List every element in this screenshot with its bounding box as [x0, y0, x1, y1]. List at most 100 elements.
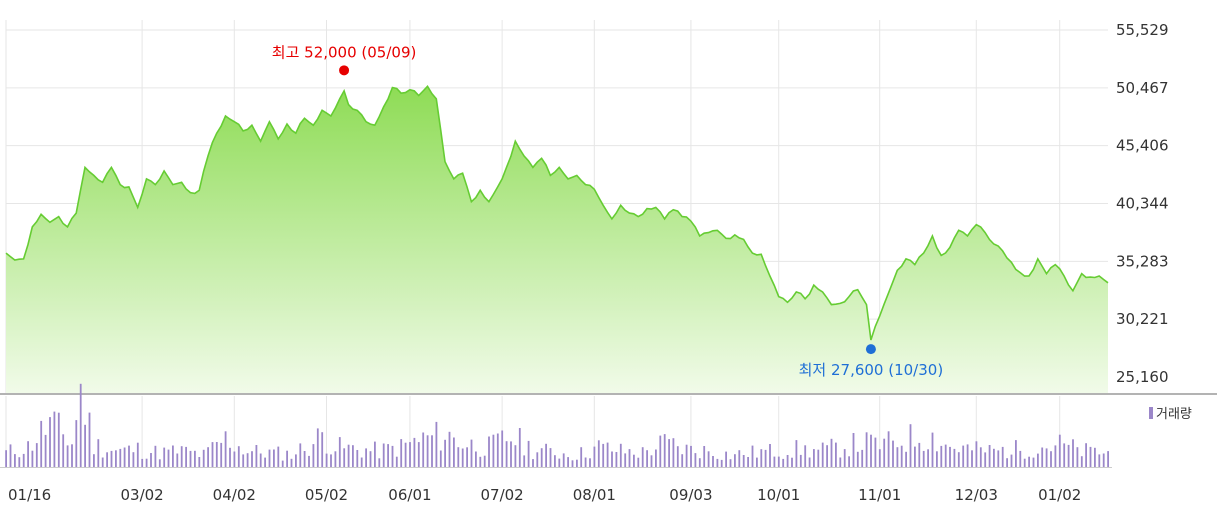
- volume-bar-9: [44, 434, 47, 467]
- volume-bar-14: [66, 445, 69, 467]
- volume-bar-93: [413, 437, 416, 467]
- volume-bar-152: [672, 438, 675, 467]
- volume-bar-201: [887, 431, 890, 467]
- volume-bar-32: [145, 458, 148, 467]
- volume-bar-29: [132, 452, 135, 467]
- volume-bar-162: [716, 458, 719, 467]
- volume-bar-6: [31, 450, 34, 467]
- volume-bar-76: [338, 437, 341, 467]
- volume-bar-13: [62, 434, 65, 467]
- volume-bar-198: [874, 437, 877, 467]
- date-tick-10: 12/03: [955, 486, 998, 504]
- volume-bar-71: [316, 428, 319, 467]
- volume-bar-90: [400, 439, 403, 467]
- volume-bar-28: [128, 445, 130, 467]
- volume-bar-7: [35, 443, 38, 467]
- volume-bar-8: [40, 420, 43, 467]
- volume-bar-220: [971, 450, 973, 467]
- volume-bar-58: [259, 453, 262, 467]
- volume-bar-73: [325, 453, 328, 467]
- volume-bar-231: [1019, 450, 1022, 467]
- volume-bar-105: [466, 447, 468, 467]
- volume-bar-107: [475, 451, 477, 467]
- volume-bar-62: [277, 446, 280, 467]
- volume-bar-251: [1107, 451, 1109, 467]
- volume-bar-236: [1041, 447, 1044, 467]
- volume-bar-166: [734, 454, 736, 467]
- volume-bar-98: [435, 421, 438, 467]
- volume-bar-216: [953, 448, 956, 467]
- volume-bar-144: [637, 457, 640, 467]
- volume-bar-128: [567, 457, 569, 467]
- volume-bar-5: [27, 441, 29, 467]
- volume-bar-56: [251, 451, 253, 467]
- volume-bar-86: [382, 443, 385, 467]
- volume-bar-230: [1015, 440, 1017, 467]
- volume-bar-202: [892, 440, 894, 467]
- date-tick-11: 01/02: [1038, 486, 1081, 504]
- volume-bar-157: [694, 453, 697, 467]
- volume-bar-83: [369, 451, 372, 467]
- volume-bar-142: [628, 449, 631, 467]
- volume-bar-172: [760, 449, 763, 467]
- volume-bar-44: [198, 457, 201, 467]
- volume-bar-70: [312, 444, 315, 467]
- volume-bar-234: [1032, 457, 1035, 467]
- volume-bar-244: [1076, 447, 1079, 467]
- volume-bar-10: [49, 417, 51, 467]
- volume-bars: [5, 383, 1109, 468]
- price-tick-1: 30,221: [1116, 310, 1169, 328]
- volume-bar-88: [391, 445, 394, 467]
- volume-bar-218: [962, 445, 965, 467]
- volume-bar-115: [510, 441, 512, 467]
- volume-bar-68: [303, 451, 306, 467]
- volume-bar-77: [343, 448, 346, 467]
- volume-bar-51: [229, 447, 231, 467]
- volume-bar-40: [180, 446, 183, 467]
- volume-bar-183: [808, 457, 811, 467]
- volume-bar-245: [1080, 456, 1083, 467]
- volume-bar-178: [786, 455, 789, 467]
- volume-bar-109: [483, 455, 486, 467]
- volume-bar-81: [360, 457, 363, 467]
- volume-bar-223: [984, 452, 987, 467]
- volume-bar-110: [488, 436, 490, 467]
- volume-bar-193: [852, 433, 855, 467]
- volume-bar-35: [158, 459, 161, 467]
- price-axis: 25,160 30,221 35,283 40,344 45,406 50,467 55,5…: [1116, 21, 1169, 386]
- volume-bar-52: [233, 451, 236, 467]
- volume-bar-20: [93, 454, 95, 467]
- volume-bar-55: [246, 453, 249, 467]
- volume-bar-65: [290, 458, 293, 467]
- date-tick-9: 11/01: [858, 486, 901, 504]
- volume-bar-127: [562, 453, 565, 467]
- volume-bar-46: [207, 447, 209, 467]
- price-tick-3: 40,344: [1116, 195, 1169, 213]
- date-axis: 01/16 03/02 04/02 05/02 06/01 07/02 08/01 09/03…: [8, 486, 1081, 504]
- volume-bar-113: [501, 430, 504, 467]
- volume-bar-139: [615, 452, 618, 467]
- volume-bar-237: [1045, 448, 1048, 467]
- volume-bar-59: [264, 457, 266, 467]
- volume-bar-177: [782, 458, 785, 467]
- date-tick-4: 06/01: [388, 486, 431, 504]
- volume-legend-label: 거래량: [1156, 407, 1192, 422]
- volume-bar-63: [281, 460, 284, 467]
- volume-bar-194: [856, 451, 859, 467]
- volume-bar-123: [545, 443, 547, 467]
- volume-bar-84: [374, 441, 376, 467]
- volume-bar-118: [523, 455, 526, 467]
- date-tick-8: 10/01: [757, 486, 800, 504]
- volume-bar-135: [597, 440, 600, 467]
- volume-bar-23: [106, 452, 108, 467]
- volume-bar-170: [751, 445, 754, 467]
- volume-bar-103: [457, 447, 460, 467]
- volume-bar-167: [738, 450, 741, 467]
- volume-bar-50: [224, 431, 227, 467]
- volume-bar-94: [417, 442, 420, 467]
- volume-bar-221: [975, 441, 978, 467]
- volume-bar-25: [115, 450, 117, 467]
- volume-bar-184: [813, 449, 815, 467]
- volume-bar-38: [172, 445, 174, 467]
- volume-bar-208: [918, 442, 921, 467]
